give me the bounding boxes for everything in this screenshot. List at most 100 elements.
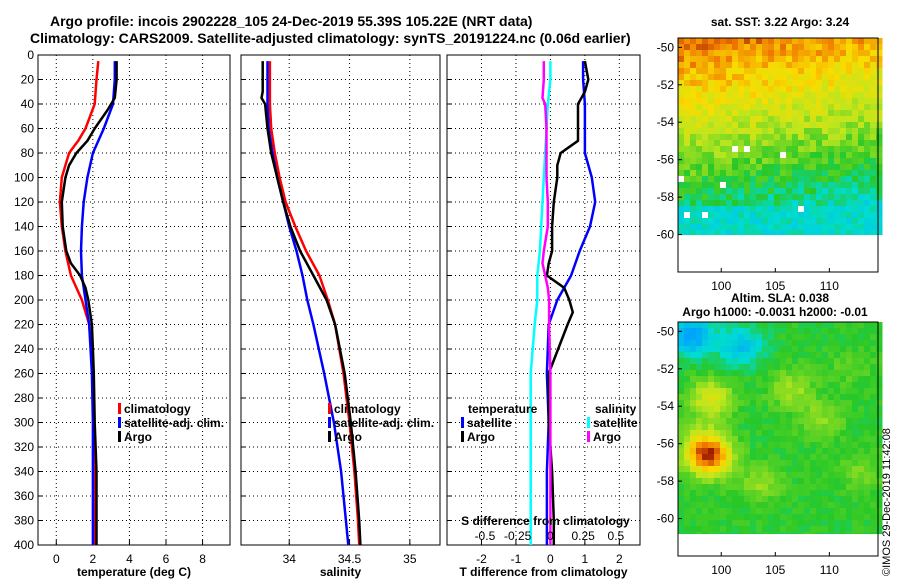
map-cell	[858, 352, 865, 359]
map-cell	[708, 406, 715, 413]
map-cell	[744, 116, 751, 123]
map-cell	[750, 328, 757, 335]
map-cell	[834, 340, 841, 347]
map-cell	[744, 152, 751, 159]
map-cell	[840, 122, 847, 129]
map-cell	[786, 364, 793, 371]
map-cell	[768, 134, 775, 141]
map-cell	[684, 74, 691, 81]
map-cell	[816, 92, 823, 99]
map-cell	[744, 484, 751, 491]
map-cell	[804, 80, 811, 87]
map-cell	[720, 520, 727, 527]
map-cell	[858, 62, 865, 69]
map-cell	[846, 218, 853, 225]
map-cell	[804, 352, 811, 359]
map-cell	[714, 412, 721, 419]
map-cell	[810, 140, 817, 147]
map-cell	[702, 376, 709, 383]
map-cell	[762, 430, 769, 437]
map-cell	[708, 376, 715, 383]
map-cell	[774, 382, 781, 389]
map-cell	[690, 38, 697, 45]
map-cell	[750, 74, 757, 81]
map-cell	[840, 92, 847, 99]
map-cell	[762, 116, 769, 123]
map-cell	[834, 116, 841, 123]
map-cell	[678, 92, 685, 99]
map-cell	[786, 436, 793, 443]
map-cell	[738, 176, 745, 183]
map-cell	[798, 224, 805, 231]
map-cell	[840, 218, 847, 225]
map-cell	[744, 104, 751, 111]
map-cell	[684, 358, 691, 365]
map-cell	[738, 38, 745, 45]
map-cell	[822, 322, 829, 329]
map-cell	[834, 334, 841, 341]
map-cell	[768, 218, 775, 225]
map-cell	[834, 224, 841, 231]
map-cell	[690, 454, 697, 461]
map-cell	[792, 472, 799, 479]
map-cell	[744, 358, 751, 365]
map-cell	[822, 328, 829, 335]
map-cell	[780, 230, 787, 236]
map-cell	[846, 188, 853, 195]
map-cell	[792, 400, 799, 407]
map-cell	[714, 526, 721, 533]
map-cell	[684, 68, 691, 75]
map-cell	[780, 218, 787, 225]
map-cell	[822, 164, 829, 171]
map-cell	[768, 376, 775, 383]
map-cell	[750, 68, 757, 75]
map-cell	[696, 212, 703, 219]
map-cell	[702, 74, 709, 81]
map-cell	[720, 50, 727, 57]
map-cell	[828, 376, 835, 383]
map-cell	[696, 424, 703, 431]
map-cell	[810, 382, 817, 389]
map-cell	[840, 74, 847, 81]
map-cell	[708, 164, 715, 171]
map-cell	[828, 508, 835, 515]
map-cell	[744, 334, 751, 341]
map-cell	[714, 484, 721, 491]
map-cell	[726, 454, 733, 461]
map-cell	[726, 424, 733, 431]
map-cell	[696, 430, 703, 437]
map-cell	[708, 340, 715, 347]
map-cell	[846, 110, 853, 117]
map-cell	[684, 448, 691, 455]
map-cell	[828, 92, 835, 99]
map-cell	[720, 382, 727, 389]
map-cell	[858, 44, 865, 51]
sst_map-frame	[677, 37, 879, 273]
depth-tick-label: 320	[14, 440, 34, 454]
map-cell	[780, 334, 787, 341]
map-cell	[816, 116, 823, 123]
map-cell	[822, 358, 829, 365]
map-cell	[804, 158, 811, 165]
map-cell	[816, 140, 823, 147]
legend-swatch	[328, 417, 331, 428]
map-cell	[876, 176, 883, 183]
map-cell	[726, 164, 733, 171]
map-cell	[858, 340, 865, 347]
map-cell	[726, 520, 733, 527]
map-cell	[756, 122, 763, 129]
map-cell	[876, 158, 883, 165]
map-cell	[702, 218, 709, 225]
map-cell	[840, 128, 847, 135]
map-cell	[726, 484, 733, 491]
map-cell	[702, 436, 709, 443]
map-cell	[792, 442, 799, 449]
map-cell	[690, 134, 697, 141]
map-cell	[864, 116, 871, 123]
map-cell	[756, 110, 763, 117]
map-cell	[864, 472, 871, 479]
map-cell	[696, 62, 703, 69]
map-cell	[750, 442, 757, 449]
map-cell	[756, 352, 763, 359]
map-cell	[840, 418, 847, 425]
